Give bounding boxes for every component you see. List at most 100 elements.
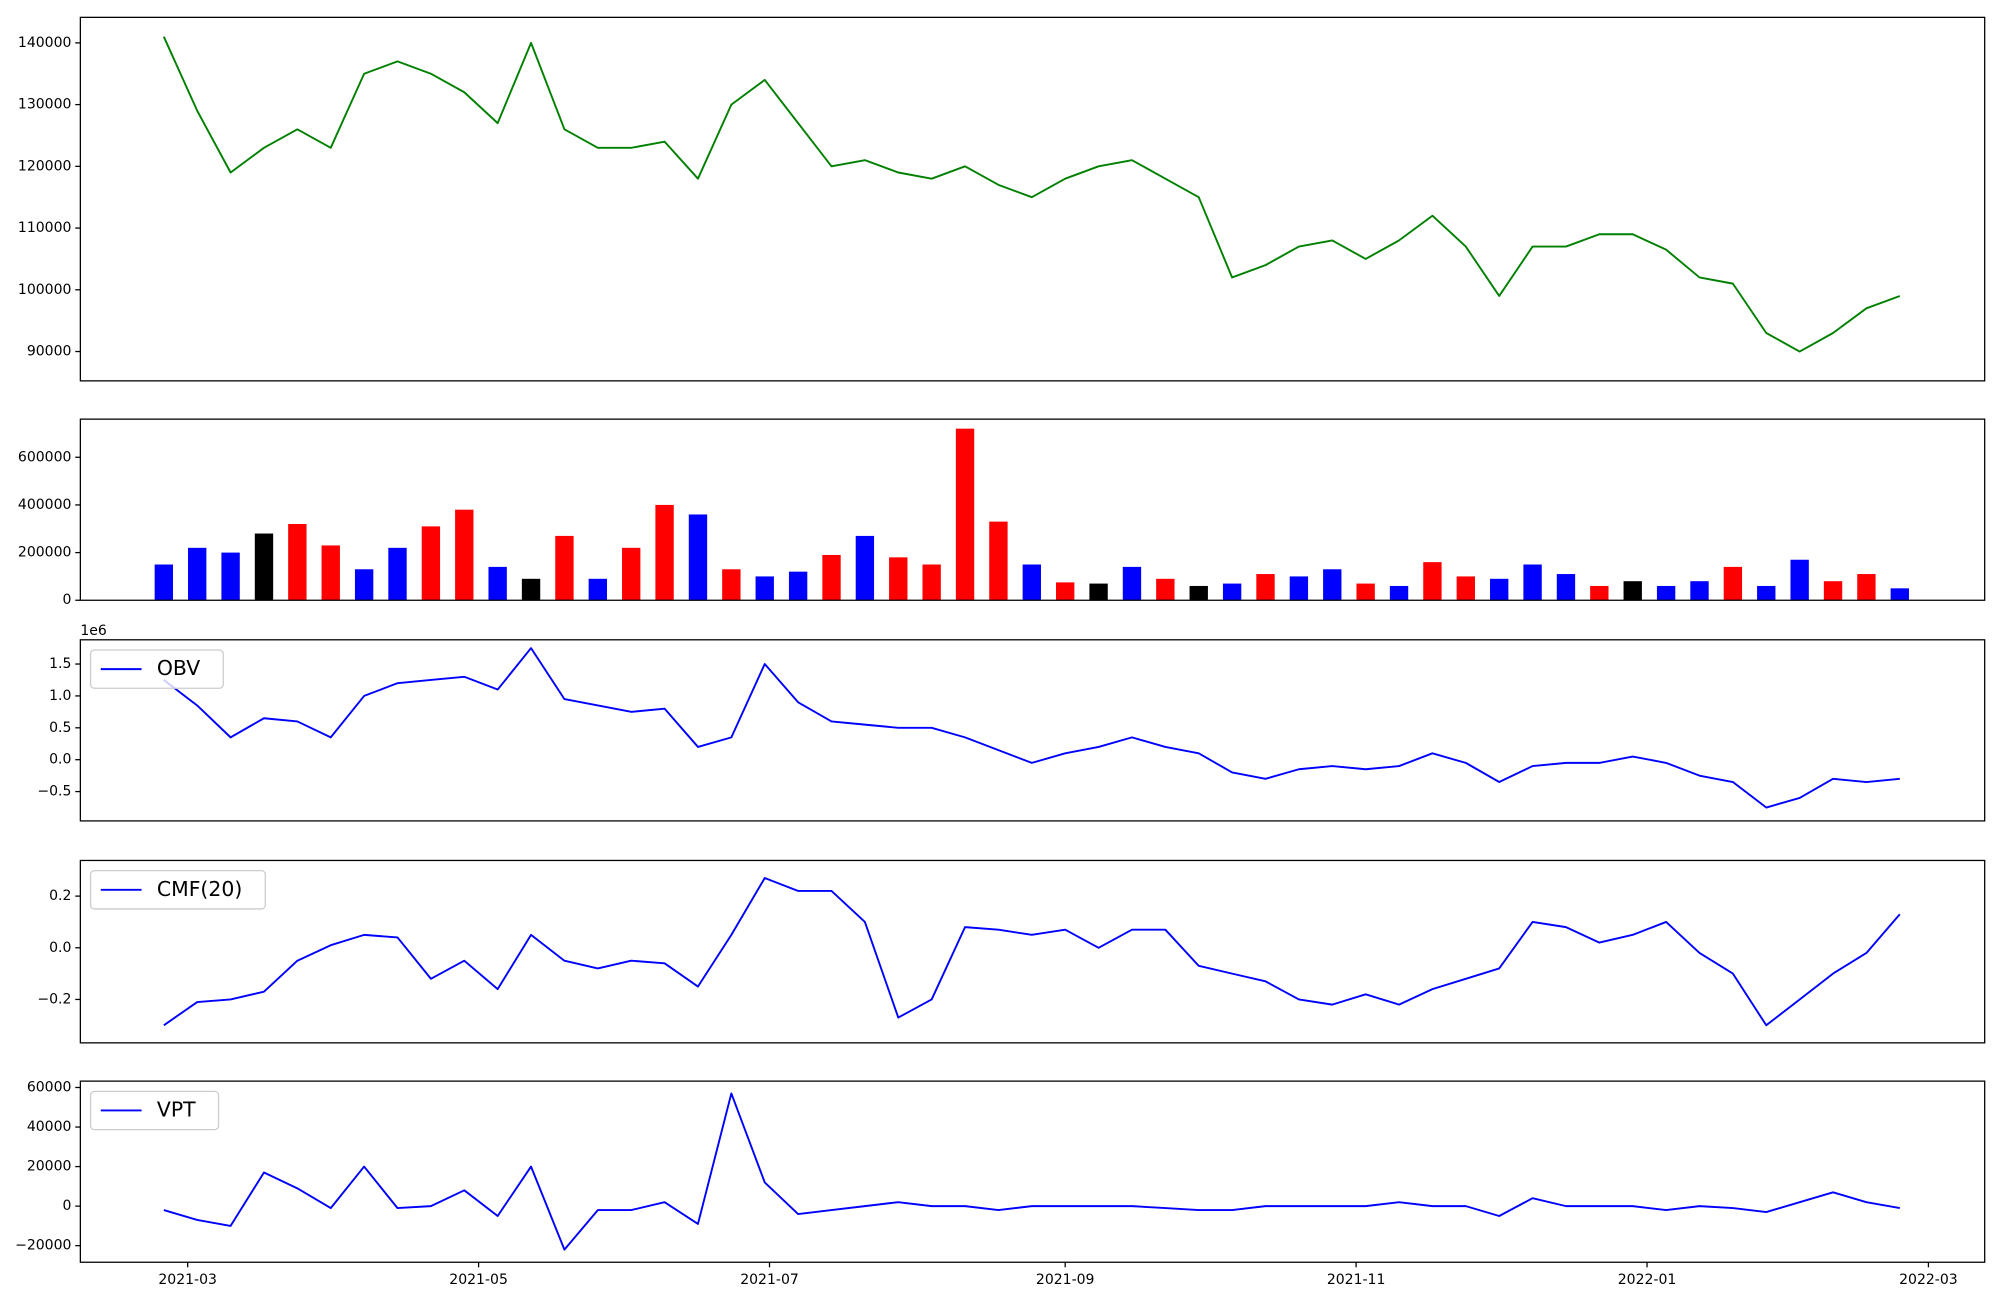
- y-tick-label: 40000: [27, 1119, 72, 1135]
- bar: [922, 564, 941, 601]
- y-tick-label: 600000: [18, 449, 72, 465]
- bar: [588, 578, 607, 601]
- bar: [1189, 585, 1208, 601]
- line: [163, 1092, 1900, 1251]
- bar: [521, 578, 541, 601]
- x-tick-label: 2022-01: [1618, 1272, 1677, 1288]
- y-tick-label: 20000: [27, 1159, 72, 1175]
- legend-box: [89, 870, 266, 910]
- bar: [622, 547, 641, 601]
- bar: [354, 569, 374, 601]
- bar: [555, 535, 574, 601]
- y-tick-label: 60000: [27, 1080, 72, 1096]
- bar: [889, 557, 908, 601]
- y-tick-label: 1.5: [49, 656, 71, 672]
- bar: [655, 504, 674, 601]
- offset-label: 1e6: [80, 623, 107, 639]
- bar: [1790, 559, 1809, 601]
- line: [163, 647, 1900, 809]
- bar: [1623, 581, 1642, 601]
- bar: [1690, 581, 1709, 601]
- bar: [955, 428, 975, 601]
- line: [162, 36, 1901, 353]
- legend: CMF(20): [89, 870, 266, 910]
- y-tick-label: 100000: [18, 282, 72, 298]
- bar: [188, 547, 207, 601]
- bar: [1890, 588, 1909, 601]
- bar: [488, 566, 507, 601]
- y-tick-label: 110000: [18, 220, 72, 236]
- bar: [722, 569, 741, 601]
- legend-label: VPT: [157, 1097, 196, 1121]
- bar: [1056, 582, 1075, 601]
- x-tick-label: 2021-11: [1327, 1272, 1386, 1288]
- y-tick-label: −20000: [15, 1238, 71, 1254]
- bar: [1523, 564, 1542, 601]
- bar: [421, 526, 441, 601]
- axes-frame: [79, 639, 1986, 822]
- x-tick-label: 2021-03: [158, 1272, 217, 1288]
- bar: [388, 547, 407, 601]
- panel: 0 200000 400000 600000: [18, 418, 1986, 608]
- bar: [855, 535, 875, 601]
- y-tick-label: 0.2: [49, 888, 71, 904]
- panel: 90000 100000 110000 120000 130000 140000: [18, 16, 1986, 382]
- bar: [455, 509, 474, 601]
- x-tick-label: 2022-03: [1899, 1272, 1958, 1288]
- y-tick-label: 1.0: [49, 688, 71, 704]
- bar: [221, 552, 240, 601]
- bar: [1857, 574, 1876, 601]
- bar: [321, 545, 340, 601]
- bar: [1656, 585, 1676, 601]
- x-tick-label: 2021-09: [1036, 1272, 1095, 1288]
- bar: [822, 554, 841, 601]
- bar: [1389, 585, 1409, 601]
- bar: [1456, 576, 1475, 601]
- bar: [254, 533, 274, 601]
- legend-box: [89, 649, 224, 689]
- bar: [1757, 585, 1776, 601]
- legend: VPT: [89, 1090, 220, 1131]
- bar: [154, 564, 173, 601]
- y-tick-label: −0.2: [37, 991, 71, 1007]
- panel: −0.5 0.0 0.5 1.0 1.5 1e6 OBV: [37, 623, 1986, 822]
- panel: −20000 0 20000 40000 60000 2021-03 2021-05 2021…: [15, 1080, 1986, 1288]
- bar: [1323, 569, 1342, 601]
- legend-label: CMF(20): [157, 877, 242, 901]
- line: [163, 877, 1901, 1027]
- bar: [1356, 583, 1375, 601]
- y-tick-label: 0.5: [49, 720, 71, 736]
- y-tick-label: 200000: [18, 545, 72, 561]
- bar: [688, 514, 708, 601]
- y-tick-label: 400000: [18, 497, 72, 513]
- y-tick-label: 0: [63, 592, 72, 608]
- legend-box: [89, 1090, 220, 1131]
- y-tick-label: 0.0: [49, 752, 71, 768]
- bar: [1256, 574, 1275, 601]
- legend: OBV: [89, 649, 224, 689]
- y-tick-label: 130000: [18, 97, 72, 113]
- bar: [1089, 583, 1108, 601]
- bar: [1723, 566, 1743, 601]
- bar: [1556, 574, 1576, 601]
- y-tick-label: −0.5: [37, 784, 71, 800]
- y-tick-label: 120000: [18, 158, 72, 174]
- y-tick-label: 0.0: [49, 940, 71, 956]
- y-tick-label: 0: [63, 1198, 72, 1214]
- panel: −0.2 0.0 0.2 CMF(20): [37, 859, 1986, 1044]
- bar: [1823, 581, 1843, 601]
- bar: [755, 576, 774, 601]
- bar: [1423, 562, 1442, 601]
- y-tick-label: 90000: [27, 344, 72, 360]
- axes-frame: [79, 859, 1986, 1044]
- bar: [1490, 578, 1509, 601]
- bar: [1289, 576, 1309, 601]
- axes-frame: [79, 16, 1986, 382]
- axes-frame: [79, 1080, 1986, 1263]
- bar: [1590, 585, 1609, 601]
- bar: [1222, 583, 1242, 601]
- legend-label: OBV: [157, 656, 200, 680]
- x-tick-label: 2021-05: [449, 1272, 508, 1288]
